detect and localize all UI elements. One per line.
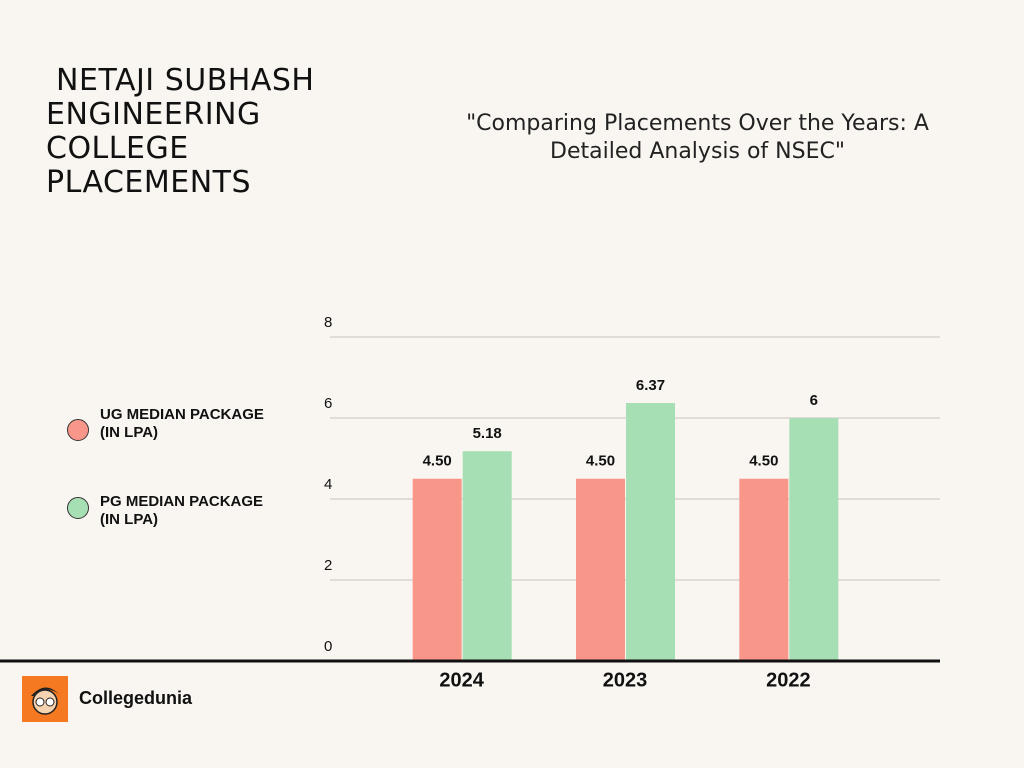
bar: [739, 478, 789, 661]
x-tick-label: 2022: [766, 669, 811, 691]
data-label: 5.18: [473, 425, 502, 442]
legend-swatch: [67, 497, 89, 519]
legend-label: UG MEDIAN PACKAGE (IN LPA): [100, 406, 264, 441]
chart-title: NETAJI SUBHASH ENGINEERING COLLEGE PLACE…: [46, 63, 325, 200]
data-label: 6.37: [636, 377, 665, 394]
x-tick-label: 2024: [439, 669, 484, 691]
chart-subtitle: "Comparing Placements Over the Years: A …: [466, 111, 929, 164]
data-label: 4.50: [749, 453, 778, 470]
bar: [462, 451, 512, 661]
y-tick-label: 8: [324, 314, 332, 331]
legend-label: PG MEDIAN PACKAGE (IN LPA): [100, 493, 264, 528]
y-tick-label: 0: [324, 638, 332, 655]
data-label: 4.50: [586, 453, 615, 470]
logo-eye: [45, 697, 55, 707]
data-label: 4.50: [423, 453, 452, 470]
y-tick-label: 2: [324, 557, 332, 574]
logo-hair: [31, 687, 59, 696]
bar: [789, 418, 839, 661]
data-label: 6: [810, 392, 818, 409]
logo-eye: [35, 697, 45, 707]
legend-swatch: [67, 419, 89, 441]
logo: [22, 676, 68, 722]
y-tick-label: 6: [324, 395, 332, 412]
brand-name: Collegedunia: [79, 688, 193, 708]
bar: [626, 403, 675, 661]
bar: [412, 478, 462, 661]
x-tick-label: 2023: [603, 669, 648, 691]
y-tick-label: 4: [324, 476, 332, 493]
bar: [576, 478, 625, 661]
